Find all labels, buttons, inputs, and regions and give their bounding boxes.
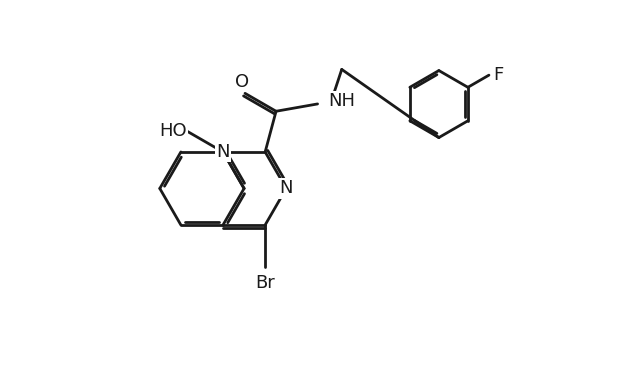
Text: NH: NH xyxy=(328,92,355,110)
Text: N: N xyxy=(216,143,230,161)
Text: Br: Br xyxy=(255,274,275,291)
Text: F: F xyxy=(493,66,504,84)
Text: O: O xyxy=(236,73,250,91)
Text: N: N xyxy=(280,179,293,197)
Text: HO: HO xyxy=(159,122,186,140)
